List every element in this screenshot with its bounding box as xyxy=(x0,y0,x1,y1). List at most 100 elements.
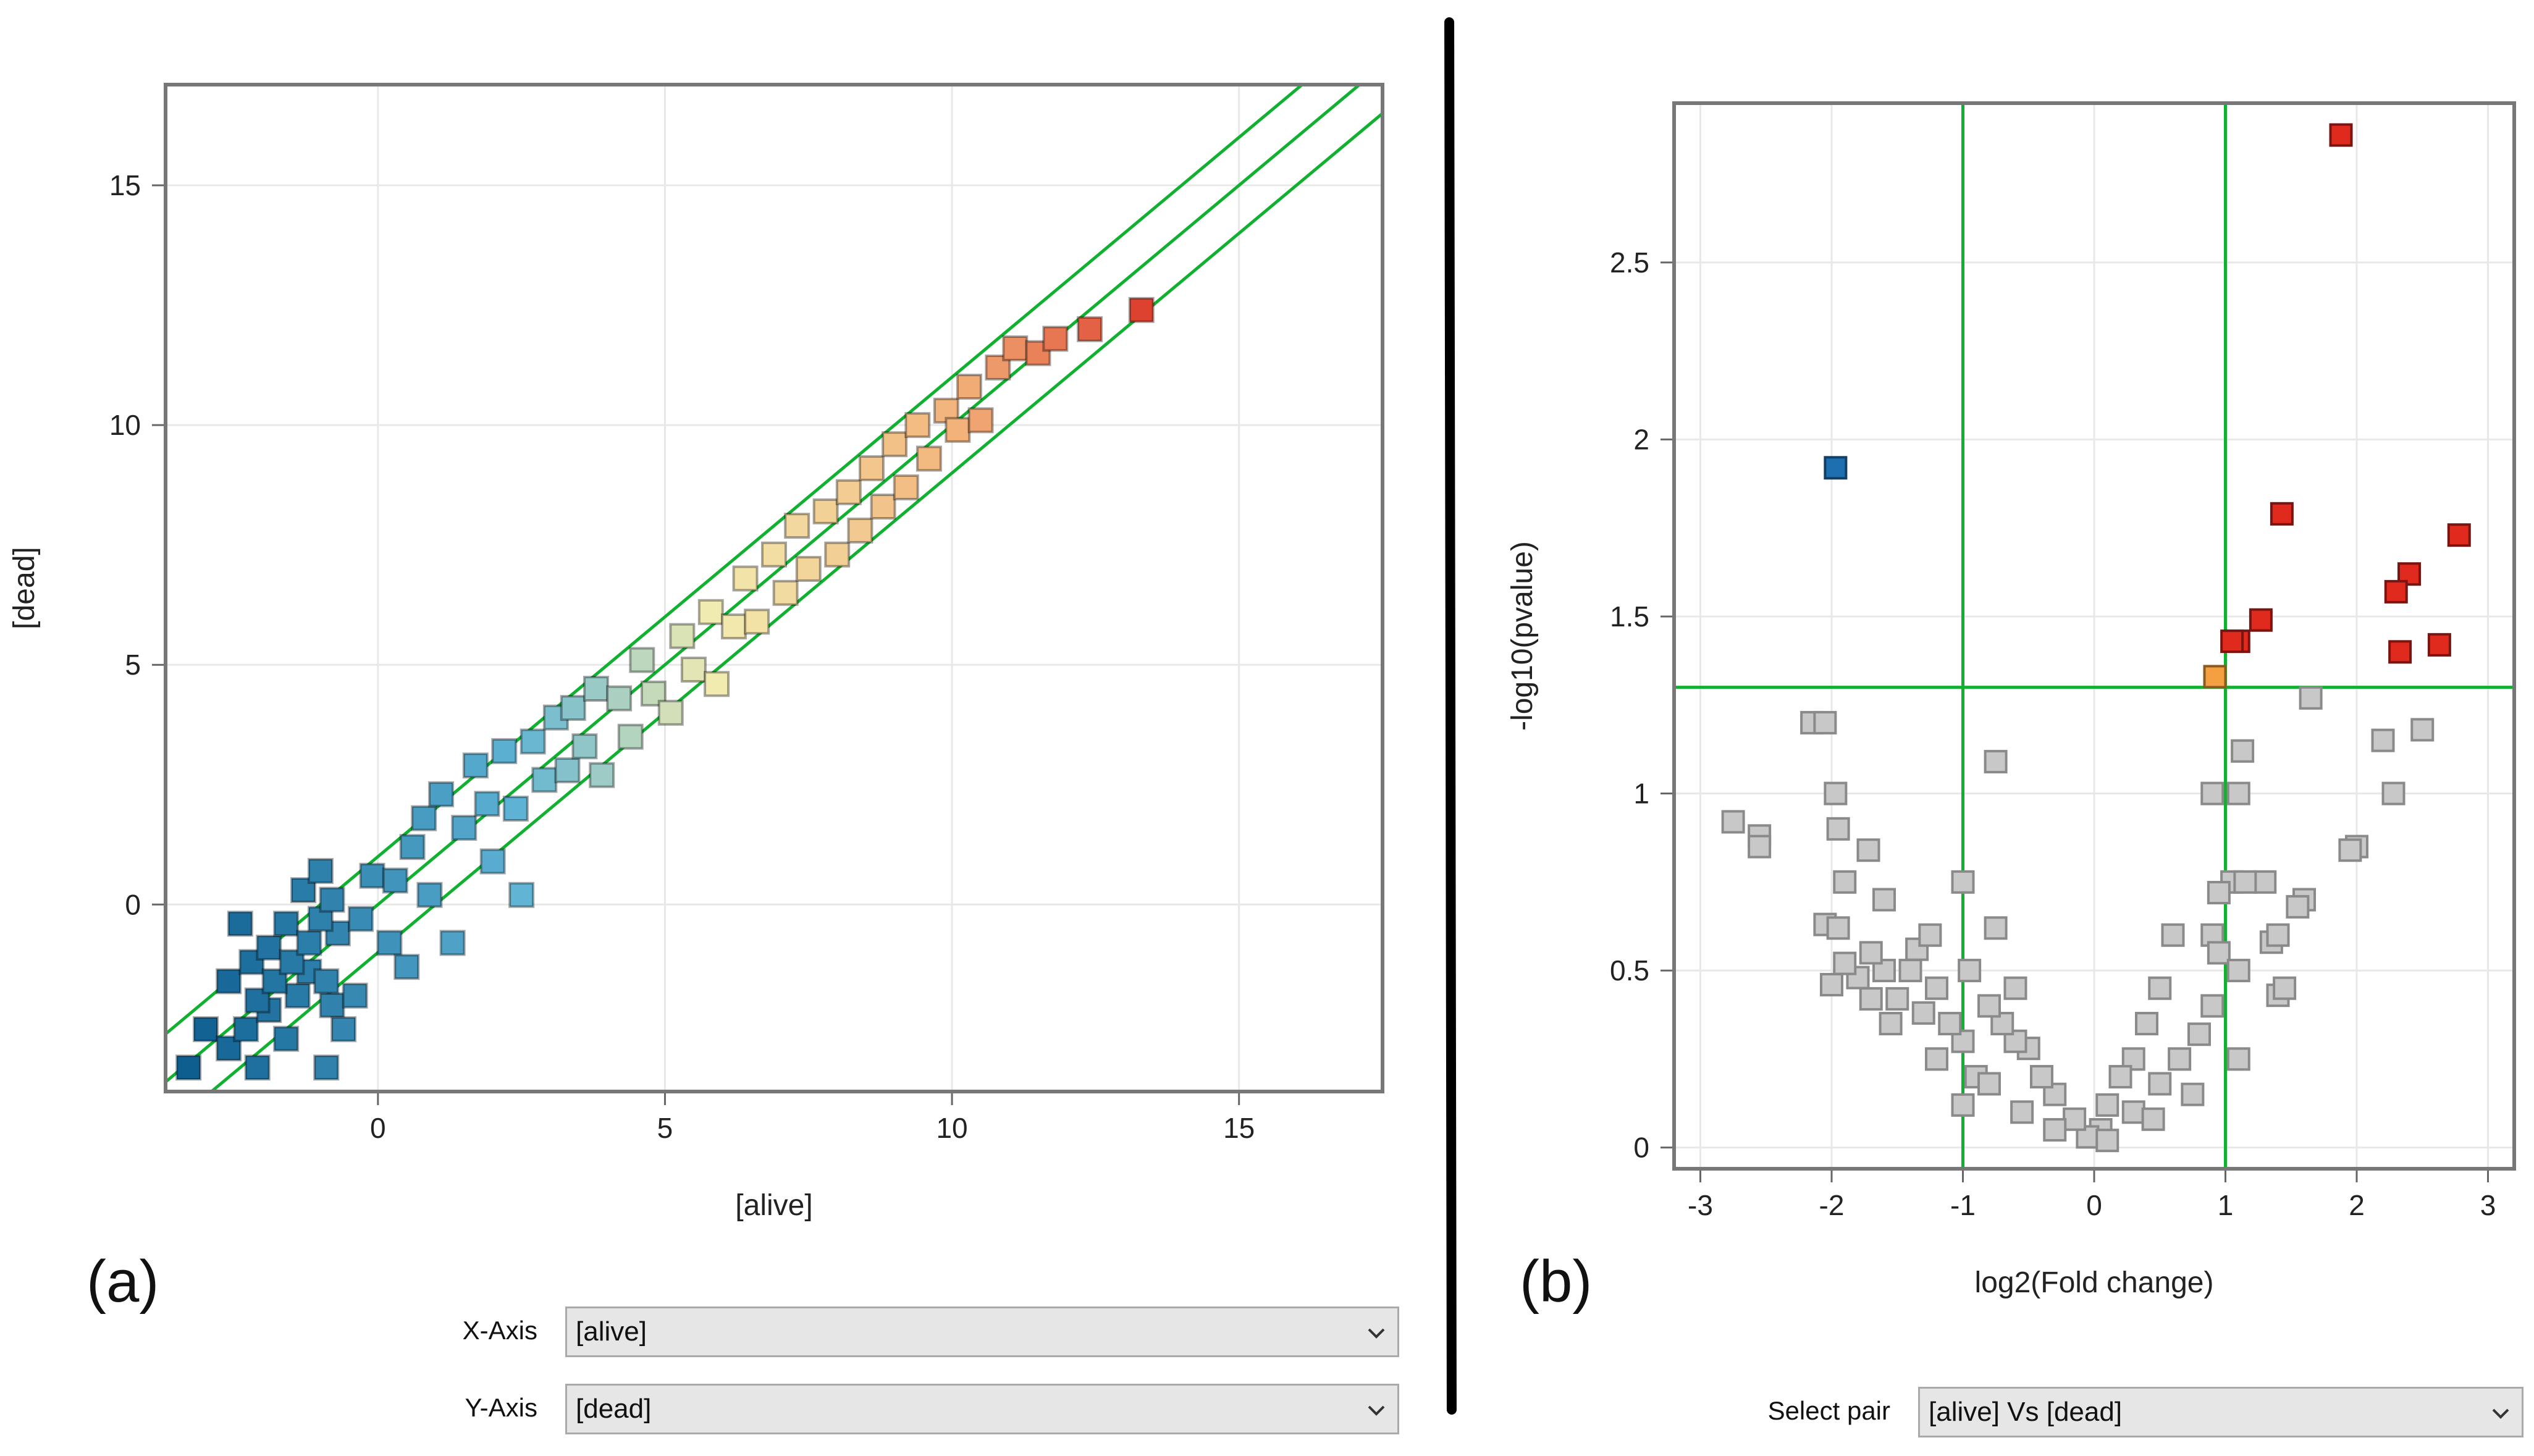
volcano-point-up xyxy=(2249,608,2273,632)
scatter-point xyxy=(244,1054,271,1081)
scatter-point xyxy=(330,1016,357,1043)
volcano-point-not-significant xyxy=(1859,941,1883,965)
volcano-point-not-significant xyxy=(1984,916,2008,940)
scatter-plot-alive-vs-dead: 0 5 10 15 0 5 10 15 [alive] [dead] xyxy=(8,83,1384,1222)
volcano-point-not-significant xyxy=(2063,1107,2087,1131)
volcano-point-not-significant xyxy=(2148,976,2172,1000)
volcano-point-not-significant xyxy=(2168,1047,2192,1071)
volcano-point-not-significant xyxy=(2299,686,2323,710)
volcano-point-not-significant xyxy=(1833,951,1857,975)
volcano-y-tick-label: 2 xyxy=(1633,423,1649,455)
scatter-point xyxy=(1002,335,1029,361)
scatter-point xyxy=(502,796,529,822)
select-pair-label: Select pair xyxy=(1767,1396,1890,1425)
scatter-point xyxy=(491,738,518,764)
scatter-point xyxy=(382,867,408,894)
select-pair-dropdown[interactable]: [alive] Vs [dead] xyxy=(1918,1387,2523,1437)
volcano-y-axis-title: -log10(pvalue) xyxy=(1506,541,1539,731)
volcano-point-not-significant xyxy=(1813,710,1837,734)
volcano-point-up xyxy=(2388,640,2412,664)
scatter-point xyxy=(744,608,770,635)
volcano-y-tick-label: 1.5 xyxy=(1610,600,1649,633)
volcano-point-not-significant xyxy=(1951,1093,1975,1117)
volcano-point-not-significant xyxy=(2030,1064,2053,1088)
scatter-y-tick-label: 5 xyxy=(125,649,141,681)
y-axis-label: Y-Axis xyxy=(465,1393,538,1422)
scatter-point xyxy=(697,599,724,625)
scatter-point xyxy=(411,805,437,831)
volcano-x-tick-label: 3 xyxy=(2480,1189,2496,1221)
scatter-point xyxy=(462,752,489,779)
scatter-plot-border xyxy=(164,83,1384,1093)
scatter-point xyxy=(629,647,655,673)
scatter-point xyxy=(175,1054,202,1081)
volcano-x-tick-label: -2 xyxy=(1819,1189,1845,1221)
volcano-x-axis-title: log2(Fold change) xyxy=(1975,1266,2214,1299)
volcano-point-not-significant xyxy=(1951,870,1975,894)
scatter-point xyxy=(1128,297,1155,323)
scatter-point xyxy=(824,541,851,568)
scatter-point xyxy=(273,1025,300,1052)
scatter-point xyxy=(531,767,558,793)
scatter-x-tick-label: 10 xyxy=(936,1112,967,1144)
volcano-point-not-significant xyxy=(1958,959,1982,983)
volcano-point-not-significant xyxy=(1918,923,1942,947)
scatter-point xyxy=(560,695,586,722)
volcano-point-not-significant xyxy=(2010,1100,2034,1124)
scatter-points xyxy=(175,297,1155,1081)
scatter-point xyxy=(439,930,466,956)
scatter-point xyxy=(956,374,982,400)
volcano-point-not-significant xyxy=(2381,781,2406,806)
volcano-point-not-significant xyxy=(2095,1093,2119,1117)
volcano-point-not-significant xyxy=(2231,739,2255,763)
volcano-point-not-significant xyxy=(2266,923,2290,947)
panel-label-a: (a) xyxy=(86,1248,159,1315)
volcano-point-not-significant xyxy=(2148,1072,2172,1096)
scatter-point xyxy=(399,834,426,861)
volcano-point-not-significant xyxy=(2273,976,2297,1000)
volcano-point-not-significant xyxy=(1938,1012,1962,1036)
chevron-down-icon xyxy=(2492,1408,2509,1419)
volcano-point-not-significant xyxy=(2207,941,2231,965)
volcano-point-not-significant xyxy=(2043,1117,2067,1142)
scatter-y-tick-label: 0 xyxy=(125,888,141,920)
volcano-point-not-significant xyxy=(2095,1129,2119,1153)
scatter-point xyxy=(313,1054,340,1081)
scatter-point xyxy=(904,412,931,439)
scatter-point xyxy=(882,431,908,458)
volcano-y-tick-label: 0 xyxy=(1633,1132,1649,1164)
volcano-point-not-significant xyxy=(1911,1001,1935,1025)
scatter-point xyxy=(772,579,799,606)
scatter-point xyxy=(284,982,311,1009)
scatter-point xyxy=(870,494,896,520)
volcano-point-up xyxy=(2384,579,2408,604)
scatter-point xyxy=(307,857,334,884)
select-pair-value: [alive] Vs [dead] xyxy=(1929,1397,2123,1427)
scatter-point xyxy=(1025,340,1051,366)
scatter-point xyxy=(1077,316,1103,342)
volcano-point-down xyxy=(1824,456,1848,480)
volcano-point-not-significant xyxy=(1872,888,1896,912)
scatter-point xyxy=(428,781,455,807)
scatter-point xyxy=(732,565,759,592)
scatter-point xyxy=(479,848,506,875)
x-axis-select[interactable]: [alive] xyxy=(565,1307,1399,1357)
volcano-point-not-significant xyxy=(1925,1047,1948,1071)
scatter-x-tick-label: 15 xyxy=(1223,1112,1255,1144)
scatter-x-axis-title: [alive] xyxy=(735,1189,812,1222)
scatter-point xyxy=(474,791,500,817)
scatter-point xyxy=(583,676,609,702)
volcano-point-not-significant xyxy=(2286,894,2310,919)
volcano-point-not-significant xyxy=(2226,1047,2250,1071)
scatter-y-tick-label: 10 xyxy=(109,409,141,441)
scatter-point xyxy=(193,1016,219,1043)
volcano-point-not-significant xyxy=(1826,817,1850,841)
scatter-point xyxy=(858,455,885,481)
scatter-point xyxy=(606,685,633,712)
scatter-point xyxy=(238,949,265,975)
volcano-point-not-significant xyxy=(1885,987,1909,1011)
scatter-point xyxy=(313,968,340,995)
y-axis-select[interactable]: [dead] xyxy=(565,1384,1399,1434)
scatter-point xyxy=(893,474,919,500)
scatter-point xyxy=(342,982,368,1009)
